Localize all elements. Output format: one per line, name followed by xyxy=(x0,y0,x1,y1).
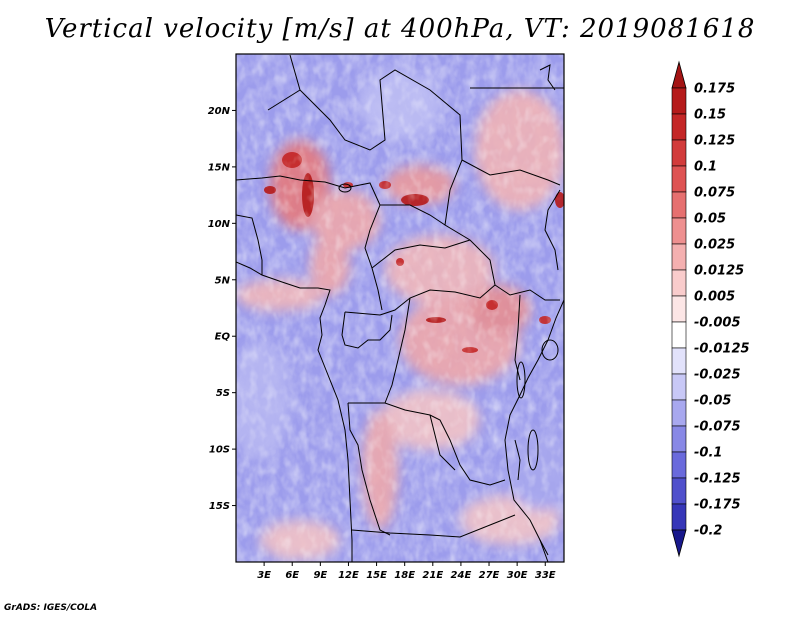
colorbar-label: 0.15 xyxy=(694,108,726,123)
lat-tick-label: 20N xyxy=(208,106,231,117)
map-title: Vertical velocity [m/s] at 400hPa, VT: 2… xyxy=(44,14,756,44)
lon-tick-label: 6E xyxy=(285,570,299,581)
lat-tick-label: 10N xyxy=(208,219,231,230)
colorbar-bottom-arrow xyxy=(671,529,687,558)
credit-text: GrADS: IGES/COLA xyxy=(4,603,98,613)
colorbar-swatch xyxy=(671,477,687,505)
colorbar-label: -0.2 xyxy=(694,524,722,539)
lon-tick-label: 24E xyxy=(451,570,472,581)
colorbar-swatch xyxy=(671,321,687,349)
velocity-field xyxy=(236,54,564,562)
lon-tick-label: 12E xyxy=(338,570,359,581)
colorbar-label: 0.05 xyxy=(694,212,726,227)
colorbar-swatch xyxy=(671,243,687,271)
map-frame xyxy=(235,53,565,563)
colorbar-label: -0.075 xyxy=(694,420,741,435)
colorbar-swatch xyxy=(671,295,687,323)
colorbar-swatch xyxy=(671,87,687,115)
lat-tick-label: 5N xyxy=(215,275,231,286)
colorbar-label: 0.175 xyxy=(694,82,735,97)
colorbar-swatch xyxy=(671,269,687,297)
colorbar-label: -0.0125 xyxy=(694,342,750,357)
colorbar-swatch xyxy=(671,139,687,167)
colorbar-swatch xyxy=(671,113,687,141)
colorbar-label: 0.075 xyxy=(694,186,735,201)
colorbar-swatch xyxy=(671,165,687,193)
colorbar-swatch xyxy=(671,373,687,401)
colorbar-top-arrow xyxy=(671,60,687,89)
colorbar-label: -0.005 xyxy=(694,316,741,331)
lon-tick-label: 33E xyxy=(535,570,556,581)
colorbar-swatch xyxy=(671,425,687,453)
colorbar-label: -0.05 xyxy=(694,394,731,409)
lon-tick-label: 9E xyxy=(313,570,327,581)
colorbar-label: 0.005 xyxy=(694,290,735,305)
lat-tick-label: 15S xyxy=(209,501,230,512)
colorbar-label: -0.025 xyxy=(694,368,741,383)
colorbar-swatch xyxy=(671,399,687,427)
lon-tick-label: 30E xyxy=(507,570,528,581)
lon-tick-label: 18E xyxy=(394,570,415,581)
colorbar-label: 0.125 xyxy=(694,134,735,149)
colorbar-label: 0.0125 xyxy=(694,264,744,279)
colorbar: 0.175 0.15 0.125 0.1 0.075 0.05 0.025 0.0125 0.0… xyxy=(671,60,750,558)
colorbar-swatch xyxy=(671,451,687,479)
lon-tick-label: 21E xyxy=(422,570,443,581)
colorbar-swatch xyxy=(671,347,687,375)
colorbar-label: 0.1 xyxy=(694,160,717,175)
lat-tick-label: 15N xyxy=(208,162,231,173)
colorbar-label: -0.125 xyxy=(694,472,741,487)
lat-tick-label: 10S xyxy=(209,445,230,456)
colorbar-label: 0.025 xyxy=(694,238,735,253)
latitude-axis: 20N 15N 10N 5N EQ 5S 10S 15S xyxy=(208,106,236,512)
colorbar-label: -0.1 xyxy=(694,446,722,461)
lon-tick-label: 3E xyxy=(257,570,271,581)
lon-tick-label: 27E xyxy=(479,570,500,581)
longitude-axis: 3E 6E 9E 12E 15E 18E 21E 24E 27E 30E 33E xyxy=(257,562,556,581)
lat-tick-label: 5S xyxy=(216,388,230,399)
colorbar-label: -0.175 xyxy=(694,498,741,513)
lat-tick-label: EQ xyxy=(215,332,231,343)
colorbar-swatch xyxy=(671,191,687,219)
colorbar-swatch xyxy=(671,217,687,245)
lon-tick-label: 15E xyxy=(366,570,387,581)
country-borders xyxy=(236,54,564,562)
colorbar-swatch xyxy=(671,503,687,531)
